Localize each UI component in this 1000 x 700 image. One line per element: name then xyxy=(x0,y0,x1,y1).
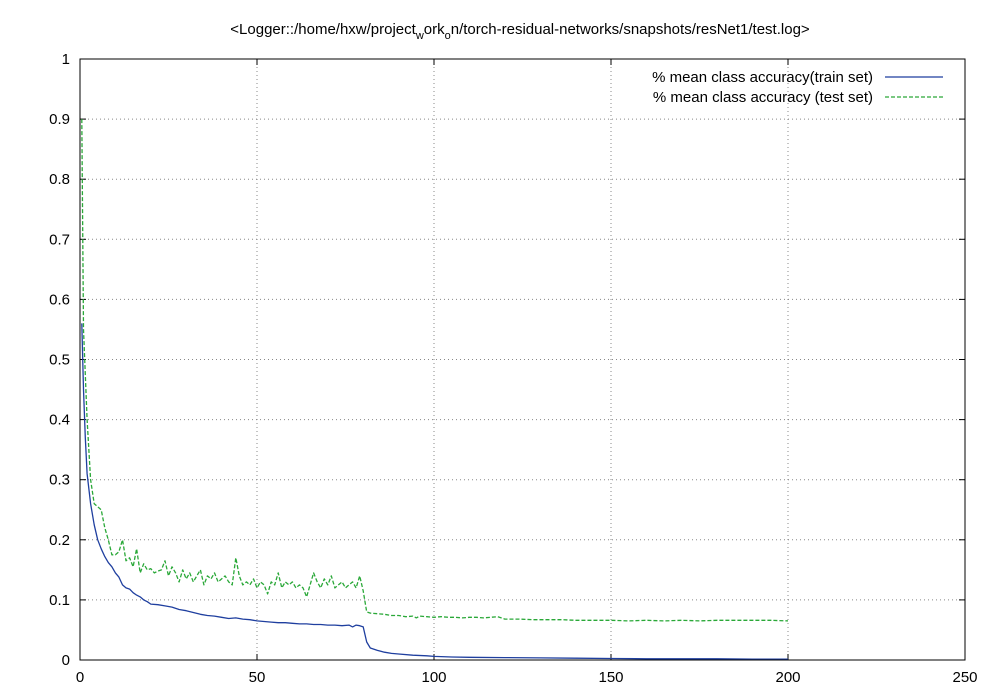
y-tick-label: 0.2 xyxy=(49,532,70,549)
title-part-1: <Logger::/home/hxw/project xyxy=(230,21,416,38)
title-subscript-1: w xyxy=(415,30,424,42)
x-tick-label: 200 xyxy=(775,669,800,686)
x-tick-label: 150 xyxy=(598,669,623,686)
y-tick-label: 0.1 xyxy=(49,592,70,609)
y-tick-label: 0.4 xyxy=(49,412,70,429)
series-layer xyxy=(81,119,789,660)
y-axis: 0 0.1 0.2 0.3 0.4 0.5 0.6 0.7 0.8 0.9 1 xyxy=(49,51,965,669)
title-part-2: ork xyxy=(424,21,445,38)
plot-frame xyxy=(79,58,966,661)
series-line-train xyxy=(81,323,788,660)
x-tick-label: 250 xyxy=(952,669,977,686)
chart-title: <Logger::/home/hxw/projectworkon/torch-r… xyxy=(230,21,810,42)
x-tick-label: 0 xyxy=(76,669,84,686)
y-tick-label: 0.8 xyxy=(49,171,70,188)
y-tick-label: 0.7 xyxy=(49,231,70,248)
y-tick-label: 0 xyxy=(62,652,70,669)
y-tick-label: 1 xyxy=(62,51,70,68)
title-subscript-2: o xyxy=(445,30,451,42)
y-tick-label: 0.5 xyxy=(49,352,70,369)
grid-lines xyxy=(80,59,965,660)
x-tick-label: 100 xyxy=(421,669,446,686)
legend-label: % mean class accuracy(train set) xyxy=(652,69,873,86)
legend: % mean class accuracy(train set) % mean c… xyxy=(652,69,943,106)
x-tick-label: 50 xyxy=(249,669,266,686)
legend-label: % mean class accuracy (test set) xyxy=(653,89,873,106)
y-tick-label: 0.9 xyxy=(49,111,70,128)
y-tick-label: 0.6 xyxy=(49,291,70,308)
series-line-test xyxy=(81,119,789,622)
title-part-3: n/torch-residual-networks/snapshots/resN… xyxy=(451,21,810,38)
x-axis: 0 50 100 150 200 250 xyxy=(76,59,978,686)
y-tick-label: 0.3 xyxy=(49,472,70,489)
